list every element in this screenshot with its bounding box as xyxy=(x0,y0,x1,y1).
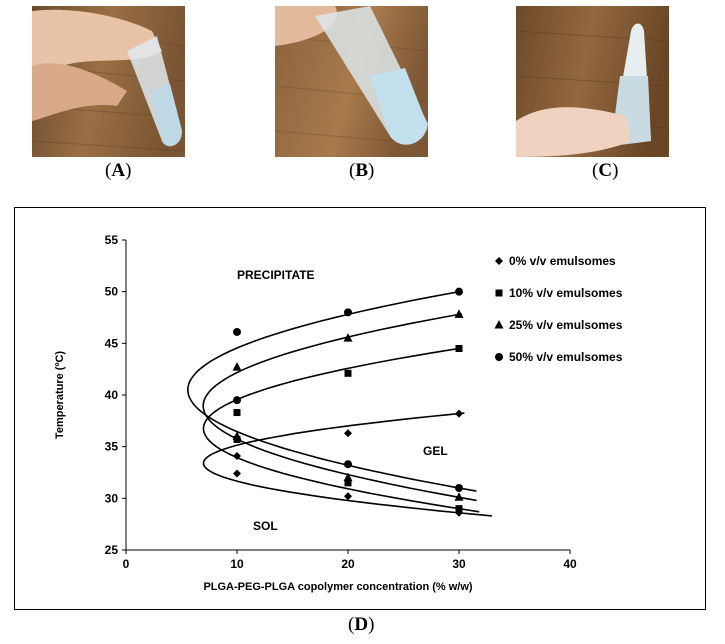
y-tick-label: 25 xyxy=(105,543,119,557)
panel-label-c: (C) xyxy=(592,160,619,181)
legend-label: 25% v/v emulsomes xyxy=(509,318,623,332)
data-point xyxy=(454,492,464,501)
x-axis-label: PLGA-PEG-PLGA copolymer concentration (%… xyxy=(203,581,472,593)
data-point xyxy=(455,484,463,492)
x-tick-label: 0 xyxy=(123,557,130,571)
x-tick-label: 10 xyxy=(230,557,244,571)
y-tick-label: 55 xyxy=(105,233,119,247)
photo-a xyxy=(32,6,185,157)
y-tick-label: 45 xyxy=(105,336,119,350)
legend-marker xyxy=(494,320,504,329)
data-point xyxy=(233,409,241,417)
data-point xyxy=(344,369,352,377)
chart-legend: 0% v/v emulsomes 10% v/v emulsomes 25% v/v… xyxy=(494,254,623,364)
y-axis-label: Temperature (ºC) xyxy=(54,351,66,439)
panel-label-d: (D) xyxy=(348,614,375,635)
boundary-curve xyxy=(187,290,477,492)
data-point xyxy=(344,308,352,317)
legend-marker xyxy=(495,289,503,297)
photo-c xyxy=(516,6,669,157)
data-point xyxy=(344,479,352,487)
x-tick-label: 40 xyxy=(563,557,577,571)
y-tick-label: 30 xyxy=(105,491,119,505)
boundary-curve xyxy=(202,412,492,517)
panel-label-a: (A) xyxy=(105,160,132,181)
legend-label: 0% v/v emulsomes xyxy=(509,254,616,268)
region-annotations: PRECIPITATE GEL SOL xyxy=(237,268,448,533)
data-point xyxy=(344,429,352,438)
phase-boundary-curves xyxy=(187,290,492,517)
phase-diagram-chart: 25 30 35 40 45 50 55 0 10 20 30 40 PRECIPITATE GEL SO… xyxy=(14,207,706,610)
data-point xyxy=(343,472,353,482)
data-point xyxy=(233,327,241,336)
data-point xyxy=(232,431,242,440)
data-point xyxy=(344,460,352,469)
region-label: PRECIPITATE xyxy=(237,268,315,282)
data-point xyxy=(343,333,353,342)
data-point xyxy=(233,469,241,478)
data-point xyxy=(455,409,463,418)
legend-marker xyxy=(495,257,503,265)
data-point xyxy=(455,345,463,352)
phase-diagram-svg: 25 30 35 40 45 50 55 0 10 20 30 40 PRECIPITATE GEL SO… xyxy=(54,233,623,593)
data-points xyxy=(232,287,464,517)
chart-axes: 25 30 35 40 45 50 55 0 10 20 30 40 xyxy=(105,233,577,571)
photo-b xyxy=(275,6,428,157)
data-point xyxy=(454,309,464,318)
boundary-curve xyxy=(202,347,480,513)
x-tick-label: 30 xyxy=(452,557,466,571)
x-tick-label: 20 xyxy=(341,557,355,571)
panel-label-b: (B) xyxy=(349,160,375,181)
data-point xyxy=(455,287,463,296)
legend-marker xyxy=(495,353,503,361)
data-point xyxy=(344,492,352,501)
region-label: SOL xyxy=(253,519,278,533)
data-point xyxy=(232,362,242,371)
legend-label: 50% v/v emulsomes xyxy=(509,350,623,364)
boundary-curve xyxy=(202,313,477,502)
data-point xyxy=(233,451,241,460)
y-tick-label: 50 xyxy=(105,285,119,299)
y-tick-label: 35 xyxy=(105,440,119,454)
data-point xyxy=(233,396,241,405)
y-tick-label: 40 xyxy=(105,388,119,402)
region-label: GEL xyxy=(423,444,448,458)
legend-label: 10% v/v emulsomes xyxy=(509,286,623,300)
data-point xyxy=(455,505,463,513)
